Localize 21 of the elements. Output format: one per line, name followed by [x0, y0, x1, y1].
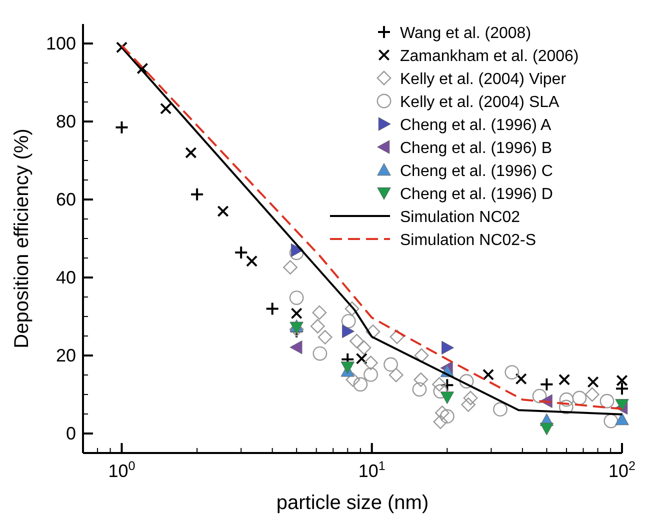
legend-label: Kelly et al. (2004) Viper [400, 71, 567, 88]
legend-label: Cheng et al. (1996) B [400, 140, 552, 157]
x-tick-label: 10$^{0}$ [108, 459, 136, 481]
legend-label: Cheng et al. (1996) C [400, 163, 553, 180]
y-tick-label: 0 [66, 424, 76, 444]
legend-label: Simulation NC02 [400, 209, 520, 226]
y-tick-label: 80 [56, 112, 76, 132]
legend-label: Zamankham et al. (2006) [400, 48, 579, 65]
legend-label: Wang et al. (2008) [400, 25, 532, 42]
y-axis-title: Deposition efficiency (%) [11, 128, 33, 348]
x-axis-title: particle size (nm) [276, 492, 429, 514]
legend-label: Cheng et al. (1996) A [400, 117, 552, 134]
legend-label: Kelly et al. (2004) SLA [400, 94, 560, 111]
y-tick-label: 20 [56, 346, 76, 366]
legend-label: Simulation NC02-S [400, 232, 536, 249]
y-tick-label: 60 [56, 190, 76, 210]
y-tick-label: 40 [56, 268, 76, 288]
x-tick-label: 10$^{1}$ [358, 459, 386, 481]
legend-label: Cheng et al. (1996) D [400, 186, 553, 203]
x-tick-label: 10$^{2}$ [608, 459, 636, 481]
y-tick-label: 100 [46, 34, 76, 54]
